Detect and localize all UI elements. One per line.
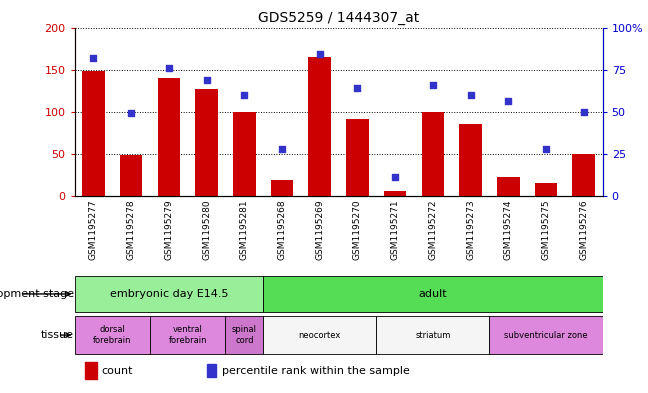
Bar bbox=[459, 124, 482, 196]
Point bbox=[428, 81, 438, 88]
Text: GSM1195279: GSM1195279 bbox=[165, 200, 173, 260]
Point bbox=[126, 110, 136, 116]
Text: GSM1195273: GSM1195273 bbox=[466, 200, 475, 260]
Text: striatum: striatum bbox=[415, 331, 450, 340]
Point bbox=[353, 85, 363, 91]
Text: embryonic day E14.5: embryonic day E14.5 bbox=[110, 289, 228, 299]
Point bbox=[164, 65, 174, 71]
Bar bbox=[85, 362, 97, 379]
Text: GSM1195278: GSM1195278 bbox=[126, 200, 135, 260]
Text: dorsal
forebrain: dorsal forebrain bbox=[93, 325, 132, 345]
Bar bbox=[263, 276, 603, 312]
Text: adult: adult bbox=[419, 289, 447, 299]
Bar bbox=[150, 316, 226, 354]
Point bbox=[277, 145, 287, 152]
Bar bbox=[195, 89, 218, 196]
Point bbox=[390, 174, 400, 180]
Bar bbox=[75, 316, 150, 354]
Bar bbox=[75, 276, 263, 312]
Text: GSM1195270: GSM1195270 bbox=[353, 200, 362, 260]
Text: GSM1195281: GSM1195281 bbox=[240, 200, 249, 260]
Bar bbox=[157, 78, 180, 196]
Bar bbox=[384, 191, 406, 196]
Bar bbox=[233, 112, 255, 196]
Text: neocortex: neocortex bbox=[299, 331, 341, 340]
Bar bbox=[263, 316, 376, 354]
Bar bbox=[271, 180, 294, 196]
Bar bbox=[226, 316, 263, 354]
Text: tissue: tissue bbox=[41, 330, 74, 340]
Point bbox=[579, 108, 589, 115]
Text: subventricular zone: subventricular zone bbox=[504, 331, 588, 340]
Text: GSM1195274: GSM1195274 bbox=[504, 200, 513, 260]
Text: GSM1195275: GSM1195275 bbox=[542, 200, 551, 260]
Text: development stage: development stage bbox=[0, 289, 74, 299]
Text: GSM1195276: GSM1195276 bbox=[579, 200, 588, 260]
Point bbox=[239, 92, 249, 98]
Text: ventral
forebrain: ventral forebrain bbox=[168, 325, 207, 345]
Point bbox=[202, 77, 212, 83]
Text: spinal
cord: spinal cord bbox=[232, 325, 257, 345]
Text: count: count bbox=[101, 366, 132, 376]
Bar bbox=[82, 71, 105, 196]
Point bbox=[503, 98, 513, 105]
Bar bbox=[376, 316, 489, 354]
Point bbox=[541, 145, 551, 152]
Bar bbox=[422, 112, 444, 196]
Text: GSM1195268: GSM1195268 bbox=[277, 200, 286, 260]
Point bbox=[314, 51, 325, 57]
Bar bbox=[572, 154, 595, 196]
Bar bbox=[308, 57, 331, 196]
Bar bbox=[207, 364, 216, 376]
Text: GSM1195277: GSM1195277 bbox=[89, 200, 98, 260]
Bar bbox=[489, 316, 603, 354]
Bar bbox=[497, 177, 520, 196]
Title: GDS5259 / 1444307_at: GDS5259 / 1444307_at bbox=[258, 11, 419, 25]
Text: percentile rank within the sample: percentile rank within the sample bbox=[222, 366, 410, 376]
Bar bbox=[346, 119, 369, 196]
Point bbox=[88, 55, 98, 61]
Point bbox=[465, 92, 476, 98]
Text: GSM1195269: GSM1195269 bbox=[315, 200, 324, 260]
Bar bbox=[120, 155, 143, 196]
Text: GSM1195271: GSM1195271 bbox=[391, 200, 400, 260]
Bar bbox=[535, 183, 557, 196]
Text: GSM1195280: GSM1195280 bbox=[202, 200, 211, 260]
Text: GSM1195272: GSM1195272 bbox=[428, 200, 437, 260]
